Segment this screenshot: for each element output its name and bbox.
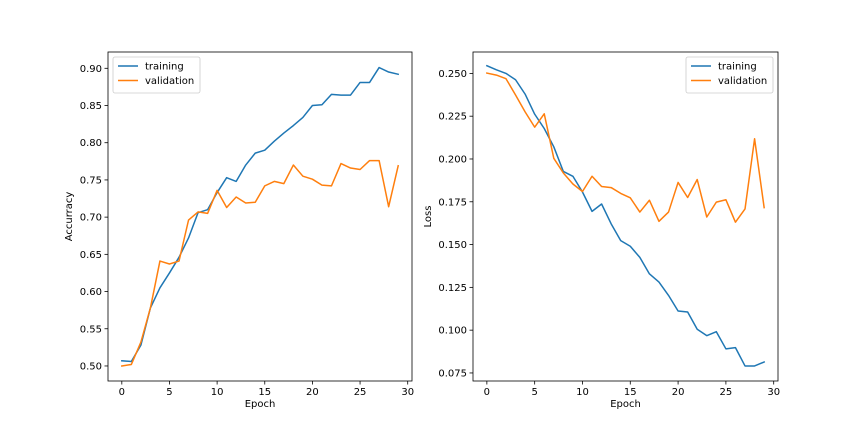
accuracy-y-tick-label: 0.85: [80, 101, 102, 112]
loss-x-axis-label: Epoch: [610, 399, 641, 410]
loss-y-tick-label: 0.075: [438, 368, 467, 379]
accuracy-x-tick-label: 5: [166, 387, 172, 398]
accuracy-y-tick-label: 0.90: [80, 64, 102, 75]
accuracy-x-tick-label: 25: [354, 387, 367, 398]
loss-x-tick-label: 20: [672, 387, 685, 398]
loss-x-tick-label: 10: [576, 387, 589, 398]
accuracy-validation-line: [120, 159, 400, 367]
accuracy-x-axis-label: Epoch: [245, 399, 276, 410]
loss-training-line: [485, 64, 766, 367]
accuracy-chart: 0 5 10 15 20 25 30 0.50 0.55 0.60 0.65 0.70 0.75 0.80…: [64, 51, 414, 410]
loss-y-tick-label: 0.150: [438, 240, 467, 251]
accuracy-y-tick-label: 0.55: [80, 324, 102, 335]
loss-x-tick-label: 0: [484, 387, 490, 398]
accuracy-training-line: [121, 66, 400, 363]
accuracy-y-tick-label: 0.75: [80, 175, 102, 186]
accuracy-x-tick-label: 30: [401, 387, 414, 398]
accuracy-legend-label-validation: validation: [145, 76, 194, 87]
accuracy-y-tick-label: 0.80: [80, 138, 102, 149]
loss-validation-line: [485, 72, 765, 223]
accuracy-axes-frame: [107, 51, 413, 382]
accuracy-y-tick-label: 0.65: [80, 250, 102, 261]
loss-x-tick-label: 5: [531, 387, 537, 398]
accuracy-x-tick-label: 0: [119, 387, 125, 398]
accuracy-x-tick-label: 10: [211, 387, 224, 398]
loss-x-tick-label: 25: [720, 387, 733, 398]
accuracy-y-tick-label: 0.70: [80, 213, 102, 224]
loss-y-axis-label: Loss: [423, 206, 434, 228]
loss-chart: 0 5 10 15 20 25 30 0.075 0.100 0.125 0.150 0.175 0.2…: [423, 51, 780, 410]
loss-y-tick-label: 0.200: [438, 154, 467, 165]
loss-y-tick-label: 0.250: [438, 69, 467, 80]
accuracy-y-tick-label: 0.50: [80, 361, 102, 372]
accuracy-x-tick-label: 15: [258, 387, 271, 398]
loss-legend-label-validation: validation: [718, 76, 767, 87]
loss-y-tick-label: 0.100: [438, 326, 467, 337]
loss-x-tick-label: 15: [624, 387, 637, 398]
accuracy-y-axis-label: Accurracy: [64, 192, 75, 242]
loss-y-tick-label: 0.125: [438, 283, 467, 294]
accuracy-x-tick-label: 20: [306, 387, 319, 398]
loss-x-tick-label: 30: [767, 387, 780, 398]
accuracy-legend-label-training: training: [145, 62, 184, 73]
loss-legend-label-training: training: [718, 62, 757, 73]
loss-y-tick-label: 0.175: [438, 197, 467, 208]
accuracy-y-tick-label: 0.60: [80, 287, 102, 298]
accuracy-legend: training validation: [112, 56, 201, 94]
loss-legend: training validation: [685, 56, 774, 94]
loss-axes-frame: [472, 51, 779, 382]
loss-y-tick-label: 0.225: [438, 112, 467, 123]
